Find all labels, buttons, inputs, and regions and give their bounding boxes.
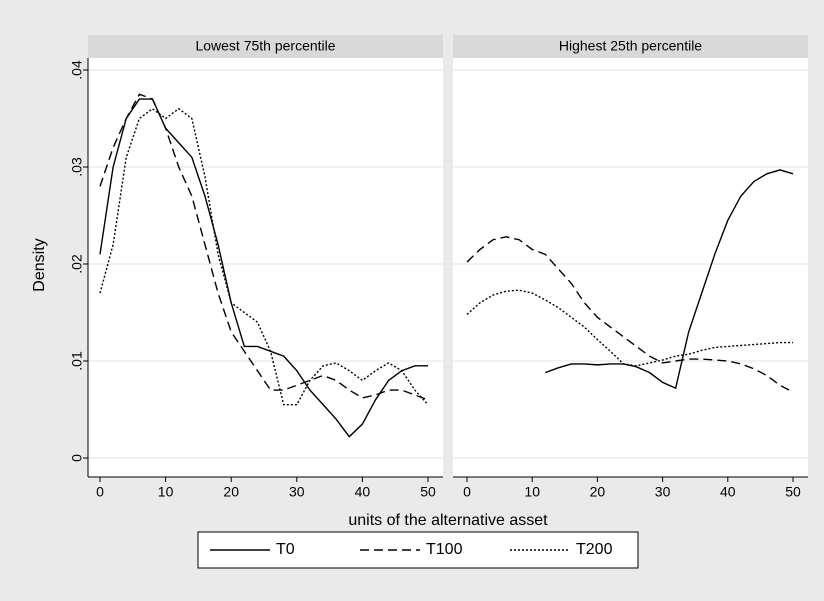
x-tick-label: 50: [420, 484, 436, 500]
series-line: [466, 289, 793, 367]
legend-label: T0: [276, 541, 295, 558]
y-tick-label: .02: [69, 254, 85, 274]
x-tick-label: 40: [720, 484, 736, 500]
plot-area: [88, 58, 443, 477]
x-tick-label: 50: [785, 484, 801, 500]
series-line: [466, 236, 794, 393]
x-tick-label: 30: [289, 484, 305, 500]
y-tick-label: .01: [69, 351, 85, 371]
y-tick-label: .04: [69, 60, 85, 80]
x-tick-label: 10: [524, 484, 540, 500]
x-tick-label: 30: [655, 484, 671, 500]
y-axis-label: Density: [31, 238, 48, 291]
y-tick-label: 0: [69, 454, 85, 462]
series-line: [544, 169, 794, 390]
x-tick-label: 40: [355, 484, 371, 500]
y-tick-label: .03: [69, 157, 85, 177]
legend-label: T200: [576, 541, 613, 558]
series-line: [99, 107, 429, 406]
x-tick-label: 20: [223, 484, 239, 500]
strip: [88, 35, 443, 58]
series-line: [99, 93, 429, 401]
panel-title: Lowest 75th percentile: [195, 38, 335, 54]
plot-area: [453, 58, 808, 477]
x-tick-label: 20: [590, 484, 606, 500]
legend-label: T100: [426, 541, 463, 558]
strip: [453, 35, 808, 58]
x-tick-label: 10: [158, 484, 174, 500]
panel-title: Highest 25th percentile: [559, 38, 702, 54]
x-axis-label: units of the alternative asset: [348, 512, 548, 529]
x-tick-label: 0: [96, 484, 104, 500]
x-tick-label: 0: [463, 484, 471, 500]
